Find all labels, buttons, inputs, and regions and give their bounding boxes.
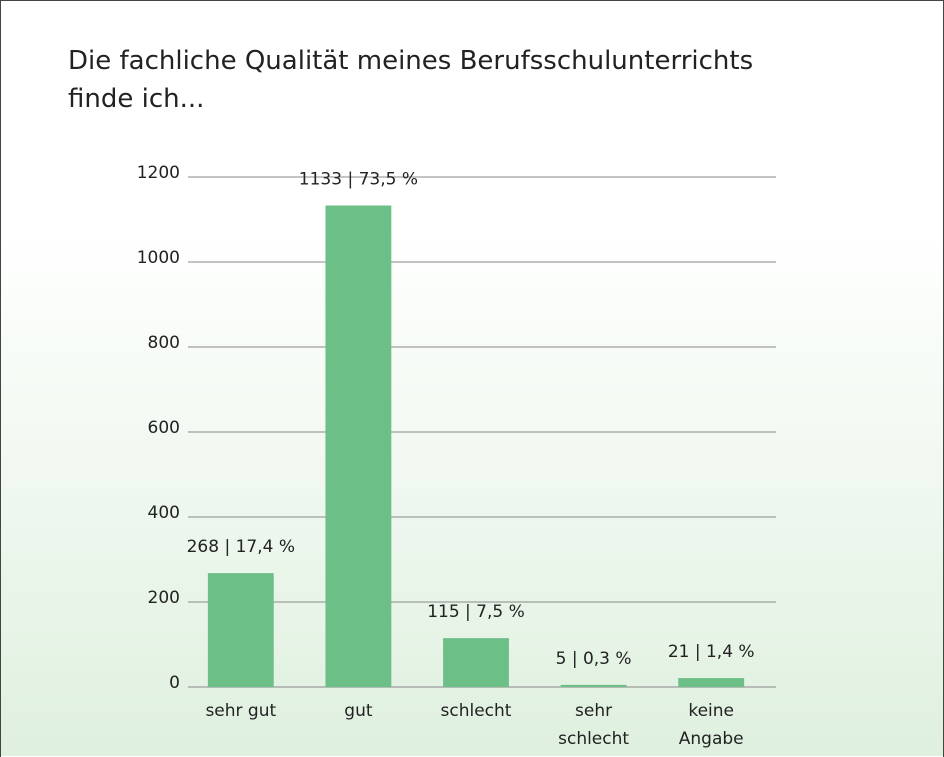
bar <box>325 205 392 687</box>
y-tick-label: 1200 <box>137 163 180 183</box>
value-label: 21 | 1,4 % <box>668 642 755 662</box>
y-tick-label: 200 <box>148 588 180 608</box>
value-label: 1133 | 73,5 % <box>299 169 418 189</box>
value-label: 268 | 17,4 % <box>187 537 295 557</box>
y-tick-label: 1000 <box>137 248 180 268</box>
x-tick-label: sehr schlecht <box>558 701 629 749</box>
value-label: 5 | 0,3 % <box>556 649 632 669</box>
bar <box>443 638 509 687</box>
bar <box>678 678 745 687</box>
bar <box>560 684 627 687</box>
x-tick-label: sehr gut <box>205 701 276 721</box>
y-tick-label: 0 <box>169 673 180 693</box>
bar <box>207 573 274 687</box>
chart-title: Die fachliche Qualität meines Berufsschu… <box>68 46 754 114</box>
y-tick-label: 800 <box>148 333 180 353</box>
y-tick-label: 400 <box>148 503 180 523</box>
value-label: 115 | 7,5 % <box>427 602 525 622</box>
x-tick-label: schlecht <box>441 701 512 721</box>
x-tick-label: keine Angabe <box>679 701 744 749</box>
x-tick-label: gut <box>344 701 373 721</box>
y-tick-label: 600 <box>148 418 180 438</box>
